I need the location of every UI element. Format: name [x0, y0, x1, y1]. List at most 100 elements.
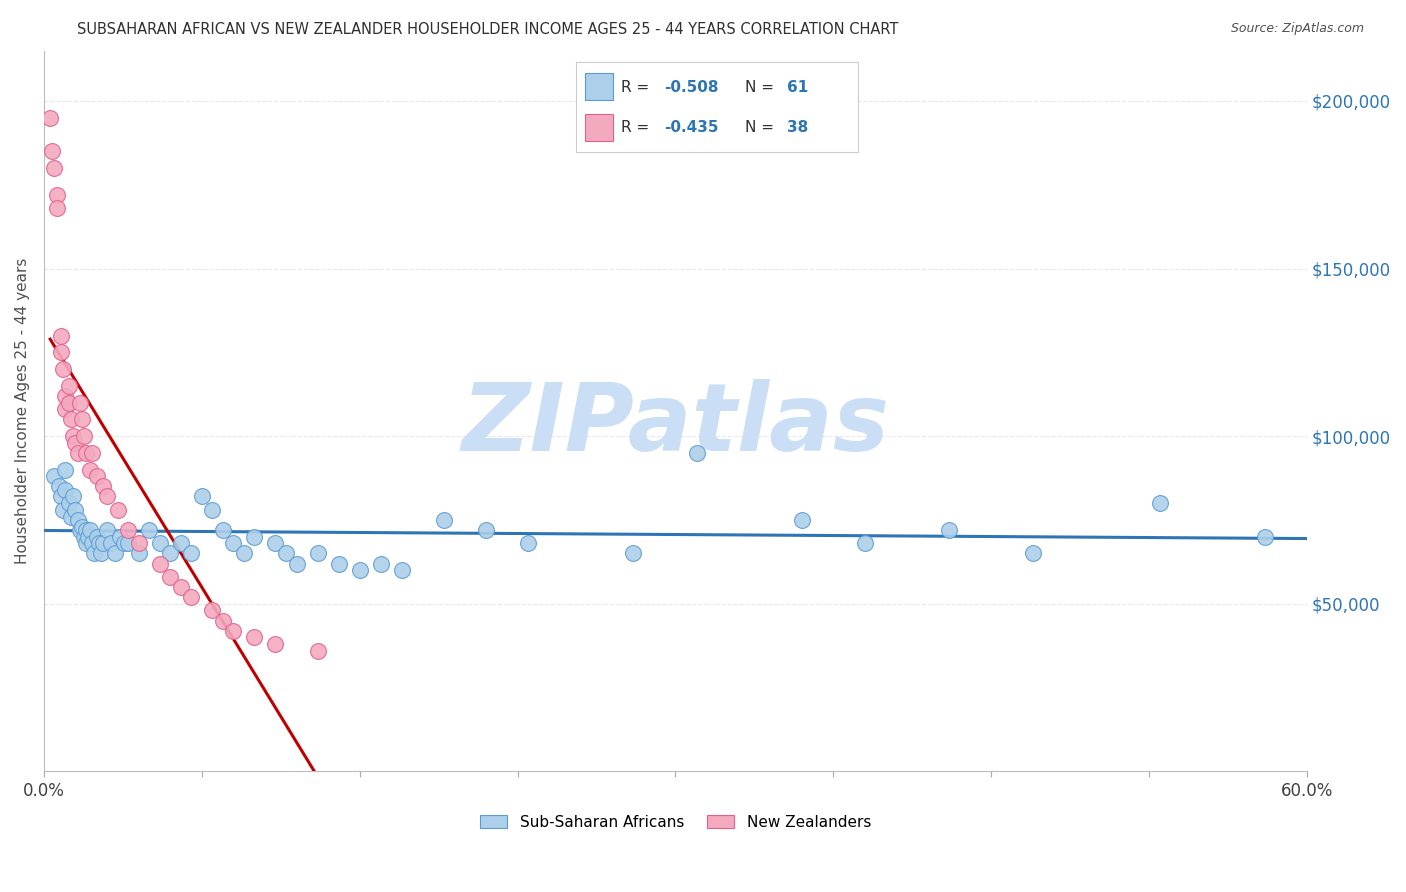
Point — [49, 345, 72, 359]
Text: ZIPatlas: ZIPatlas — [461, 379, 890, 472]
Point — [60, 412, 83, 426]
Point — [62, 429, 84, 443]
Point — [96, 490, 118, 504]
Point — [191, 490, 214, 504]
Point — [82, 536, 104, 550]
Point — [1149, 496, 1171, 510]
Point — [58, 496, 80, 510]
Point — [159, 570, 181, 584]
Point — [60, 509, 83, 524]
Point — [264, 637, 287, 651]
Point — [853, 536, 876, 550]
Point — [232, 546, 254, 560]
Point — [938, 523, 960, 537]
Point — [112, 536, 135, 550]
Point — [328, 557, 350, 571]
Point — [52, 503, 75, 517]
Text: -0.435: -0.435 — [664, 120, 718, 135]
Point — [52, 362, 75, 376]
Point — [91, 479, 114, 493]
Point — [90, 546, 112, 560]
Text: 61: 61 — [787, 80, 808, 95]
Point — [49, 328, 72, 343]
Point — [128, 536, 150, 550]
Text: Source: ZipAtlas.com: Source: ZipAtlas.com — [1230, 22, 1364, 36]
Point — [475, 523, 498, 537]
Point — [307, 546, 329, 560]
Point — [517, 536, 540, 550]
Legend: Sub-Saharan Africans, New Zealanders: Sub-Saharan Africans, New Zealanders — [474, 808, 877, 836]
Point — [211, 523, 233, 537]
Point — [243, 530, 266, 544]
Point — [73, 429, 96, 443]
Point — [391, 563, 413, 577]
Point — [79, 463, 101, 477]
Point — [170, 580, 193, 594]
Point — [222, 624, 245, 638]
Point — [108, 530, 131, 544]
Point — [790, 513, 813, 527]
Point — [73, 530, 96, 544]
Point — [211, 614, 233, 628]
Point — [307, 643, 329, 657]
Point — [66, 513, 89, 527]
Point — [91, 536, 114, 550]
Text: 38: 38 — [787, 120, 808, 135]
Point — [159, 546, 181, 560]
Point — [104, 546, 127, 560]
Point — [69, 395, 91, 409]
Point — [128, 546, 150, 560]
Point — [180, 546, 202, 560]
Point — [41, 145, 63, 159]
Point — [75, 523, 97, 537]
Point — [48, 479, 70, 493]
Point — [201, 503, 224, 517]
Point — [201, 603, 224, 617]
Point — [149, 536, 172, 550]
Text: -0.508: -0.508 — [664, 80, 718, 95]
Point — [222, 536, 245, 550]
Point — [243, 630, 266, 644]
Point — [70, 519, 93, 533]
Point — [86, 469, 108, 483]
Point — [83, 546, 105, 560]
Point — [1022, 546, 1045, 560]
FancyBboxPatch shape — [585, 73, 613, 100]
FancyBboxPatch shape — [585, 114, 613, 141]
Point — [96, 523, 118, 537]
Text: R =: R = — [621, 80, 655, 95]
Text: SUBSAHARAN AFRICAN VS NEW ZEALANDER HOUSEHOLDER INCOME AGES 25 - 44 YEARS CORREL: SUBSAHARAN AFRICAN VS NEW ZEALANDER HOUS… — [77, 22, 898, 37]
Point — [117, 536, 139, 550]
Y-axis label: Householder Income Ages 25 - 44 years: Householder Income Ages 25 - 44 years — [15, 258, 30, 565]
Point — [349, 563, 371, 577]
Point — [49, 490, 72, 504]
Point — [138, 523, 160, 537]
Point — [53, 389, 76, 403]
Point — [274, 546, 297, 560]
Point — [45, 187, 67, 202]
Point — [107, 503, 129, 517]
Point — [75, 536, 97, 550]
Point — [75, 446, 97, 460]
Point — [149, 557, 172, 571]
Point — [58, 379, 80, 393]
Point — [117, 523, 139, 537]
Point — [53, 463, 76, 477]
Point — [44, 161, 66, 175]
Point — [69, 523, 91, 537]
Point — [58, 395, 80, 409]
Point — [100, 536, 122, 550]
Point — [685, 446, 707, 460]
Point — [264, 536, 287, 550]
Point — [65, 503, 87, 517]
Point — [53, 483, 76, 497]
Point — [621, 546, 644, 560]
Point — [79, 523, 101, 537]
Text: N =: N = — [745, 120, 779, 135]
Text: N =: N = — [745, 80, 779, 95]
Point — [70, 412, 93, 426]
Point — [1254, 530, 1277, 544]
Point — [44, 469, 66, 483]
Point — [62, 490, 84, 504]
Point — [433, 513, 456, 527]
